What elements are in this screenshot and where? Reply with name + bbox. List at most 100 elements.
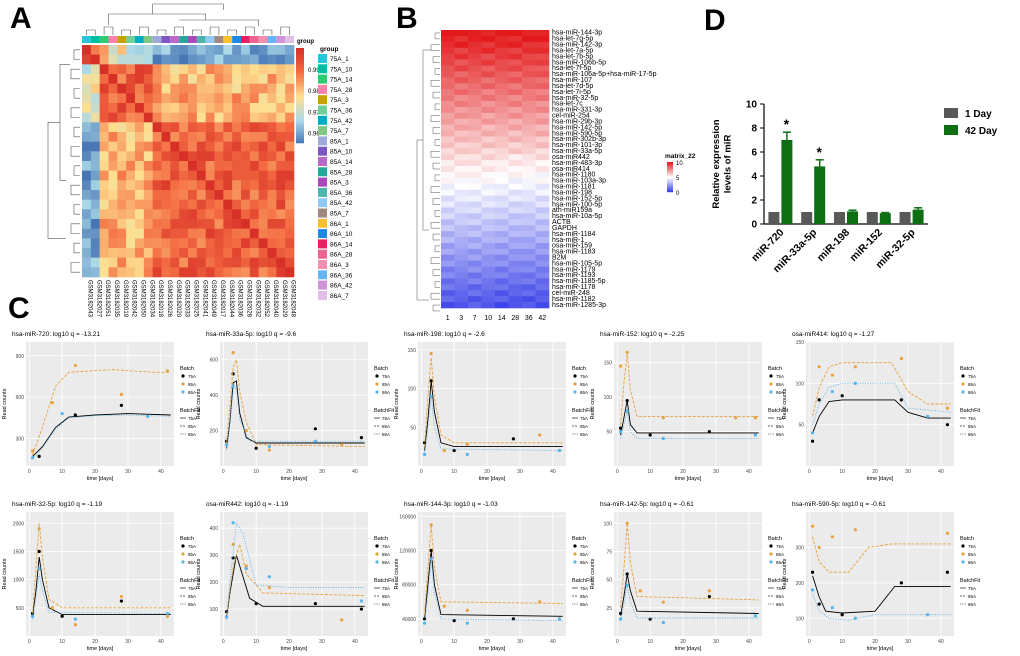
- heatmap-cell: [481, 219, 496, 226]
- heatmap-cell: [161, 54, 171, 65]
- heatmap-cell: [232, 219, 242, 229]
- heatmap-cell: [241, 267, 251, 278]
- data-point: [810, 588, 815, 592]
- group-annotation-cell: [276, 36, 286, 43]
- heatmap-cell: [481, 41, 496, 49]
- heatmap-cell: [223, 45, 233, 55]
- heatmap-cell: [481, 136, 496, 143]
- heatmap-cell: [441, 124, 455, 131]
- heatmap-cell: [170, 238, 180, 249]
- legend-point: [573, 382, 577, 386]
- heatmap-cell: [441, 41, 455, 49]
- heatmap-cell: [535, 142, 550, 149]
- heatmap-cell: [508, 302, 523, 309]
- row-label: hsa-miR-1181: [552, 184, 596, 191]
- heatmap-cell: [535, 284, 550, 291]
- heatmap-cell: [196, 122, 206, 133]
- heatmap-cell: [468, 100, 482, 108]
- heatmap-cell: [90, 190, 100, 200]
- heatmap-cell: [285, 74, 295, 84]
- row-label: hsa-let-7g-5p: [552, 36, 593, 43]
- colorbar-segment: [667, 162, 673, 164]
- y-axis-label: Read counts: [394, 558, 400, 589]
- heatmap-cell: [188, 151, 198, 162]
- heatmap-cell: [161, 141, 171, 152]
- legend-label: 86A: [382, 560, 390, 565]
- heatmap-cell: [495, 65, 509, 72]
- heatmap-cell: [188, 112, 198, 123]
- heatmap-cell: [232, 190, 242, 200]
- data-point: [73, 623, 77, 627]
- heatmap-cell: [481, 65, 496, 72]
- heatmap-cell: [441, 296, 455, 303]
- heatmap-cell: [143, 141, 153, 152]
- heatmap-cell: [468, 260, 482, 267]
- heatmap-cell: [196, 132, 206, 142]
- column-label: GSM3182048: [290, 280, 296, 318]
- data-point: [50, 401, 54, 405]
- heatmap-cell: [495, 118, 509, 125]
- data-point: [926, 414, 930, 418]
- heatmap-cell: [135, 122, 145, 133]
- heatmap-cell: [276, 267, 286, 278]
- data-point: [465, 442, 469, 446]
- heatmap-cell: [135, 209, 145, 220]
- heatmap-cell: [223, 267, 233, 278]
- heatmap-cell: [117, 132, 127, 142]
- legend-label: 75A_1: [330, 56, 349, 63]
- heatmap-cell: [508, 278, 523, 285]
- heatmap-cell: [267, 93, 277, 104]
- heatmap-cell: [535, 231, 550, 238]
- legend-title: Batch: [572, 536, 586, 542]
- heatmap-cell: [135, 83, 145, 94]
- legend-label: 75A: [382, 544, 390, 549]
- heatmap-cell: [135, 219, 145, 229]
- colorbar-segment: [296, 102, 304, 106]
- legend-point: [769, 544, 773, 548]
- heatmap-cell: [196, 267, 206, 278]
- heatmap-cell: [241, 74, 251, 84]
- heatmap-cell: [249, 257, 259, 268]
- heatmap-cell: [214, 257, 224, 268]
- y-axis-label: Read counts: [394, 388, 400, 419]
- legend-label: 86A_1: [330, 221, 349, 228]
- heatmap-cell: [454, 95, 469, 102]
- heatmap-cell: [188, 180, 198, 191]
- legend-swatch: [318, 280, 327, 290]
- heatmap-cell: [117, 238, 127, 249]
- data-point: [810, 570, 815, 574]
- heatmap-cell: [161, 64, 171, 75]
- row-label: hsa-miR-33a-5p: [552, 148, 602, 155]
- heatmap-cell: [143, 238, 153, 249]
- heatmap-cell: [441, 47, 455, 54]
- x-tick-label: 20: [92, 469, 98, 475]
- heatmap-cell: [535, 160, 550, 167]
- heatmap-cell: [223, 83, 233, 94]
- row-label: hsa-miR-1185-5p: [552, 278, 606, 285]
- heatmap-cell: [508, 237, 523, 244]
- row-label: hsa-miR-590-5p: [552, 130, 602, 137]
- row-dendrogram-branch: [432, 91, 440, 99]
- panel-letter-b: B: [396, 2, 418, 35]
- heatmap-cell: [535, 35, 550, 43]
- group-annotation-cell: [161, 36, 171, 43]
- heatmap-cell: [90, 257, 100, 268]
- legend-label: 86A: [188, 390, 196, 395]
- heatmap-cell: [82, 122, 92, 133]
- heatmap-cell: [126, 180, 136, 191]
- colorbar-segment: [296, 86, 304, 89]
- heatmap-cell: [468, 213, 482, 220]
- plot-title: hsa-miR-144-3p: log10 q = -1.03: [404, 501, 498, 508]
- data-point: [359, 599, 364, 603]
- legend-label: 75A: [776, 416, 784, 421]
- heatmap-cell: [258, 170, 268, 181]
- heatmap-cell: [143, 161, 153, 171]
- heatmap-cell: [170, 228, 180, 239]
- heatmap-cell: [90, 228, 100, 239]
- heatmap-cell: [285, 54, 295, 65]
- heatmap-cell: [535, 65, 550, 72]
- x-tick-label: 0: [808, 639, 811, 645]
- colorbar-tick: 10: [676, 161, 683, 167]
- colorbar-segment: [667, 165, 673, 167]
- heatmap-cell: [276, 45, 286, 55]
